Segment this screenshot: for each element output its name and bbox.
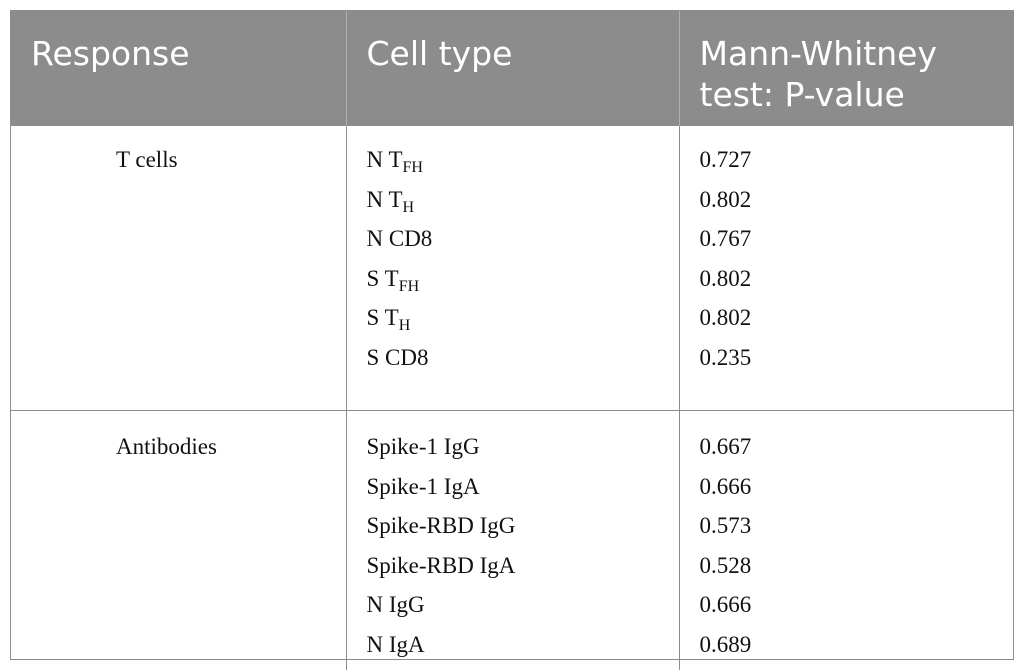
p-value: 0.667 [699, 434, 752, 459]
cell-type-item: Spike-1 IgG [347, 433, 679, 473]
group-row-t-cells: T cells N TFH N TH N CD8 S TFH S TH S CD… [11, 126, 1013, 411]
cell-type-text: Spike-1 IgG [366, 434, 480, 459]
cell-type-item: N CD8 [347, 225, 679, 265]
p-value: 0.727 [699, 147, 752, 172]
cell-type-subscript: H [402, 198, 415, 216]
cell-type-item: N IgG [347, 591, 679, 631]
p-value: 0.767 [699, 226, 752, 251]
p-value-list: 0.727 0.802 0.767 0.802 0.802 0.235 [678, 126, 1013, 411]
p-value-list: 0.667 0.666 0.573 0.528 0.666 0.689 [678, 410, 1013, 670]
cell-type-subscript: FH [402, 159, 423, 176]
cell-type-text: N T [366, 186, 403, 212]
cell-type-text: Spike-1 IgA [366, 473, 480, 499]
p-value: 0.235 [699, 344, 752, 370]
p-value: 0.573 [699, 513, 752, 538]
cell-type-item: S TH [347, 304, 679, 344]
cell-type-item: Spike-RBD IgA [347, 552, 679, 592]
p-value: 0.802 [699, 265, 752, 291]
cell-type-text: Spike-RBD IgA [366, 552, 516, 578]
results-table-container: Response Cell type Mann-Whitney test: P-… [10, 10, 1014, 670]
p-value: 0.802 [699, 186, 752, 212]
header-row: Response Cell type Mann-Whitney test: P-… [11, 11, 1013, 126]
cell-type-text: N IgG [366, 592, 425, 617]
p-value: 0.689 [699, 631, 752, 657]
response-cell: Antibodies [11, 410, 346, 670]
cell-type-item: S CD8 [347, 344, 679, 384]
cell-type-item: N TH [347, 186, 679, 226]
cell-type-item: S TFH [347, 265, 679, 305]
header-p-value: Mann-Whitney test: P-value [678, 11, 1013, 126]
cell-type-list: N TFH N TH N CD8 S TFH S TH S CD8 [345, 126, 679, 411]
header-cell-type: Cell type [345, 11, 679, 126]
cell-type-item: Spike-1 IgA [347, 473, 679, 513]
response-label: Antibodies [116, 434, 217, 459]
p-value: 0.528 [699, 552, 752, 578]
cell-type-item: N TFH [347, 146, 679, 186]
p-value: 0.802 [699, 305, 752, 330]
cell-type-text: S CD8 [366, 344, 429, 370]
group-row-antibodies: Antibodies Spike-1 IgG Spike-1 IgA Spike… [11, 410, 1013, 671]
cell-type-text: N CD8 [366, 226, 433, 251]
response-cell: T cells [11, 126, 346, 411]
results-table: Response Cell type Mann-Whitney test: P-… [11, 11, 1013, 670]
p-value: 0.666 [699, 473, 752, 499]
cell-type-list: Spike-1 IgG Spike-1 IgA Spike-RBD IgG Sp… [345, 410, 679, 671]
cell-type-text: N IgA [366, 631, 425, 657]
response-label: T cells [116, 147, 178, 172]
cell-type-item: N IgA [347, 631, 679, 671]
cell-type-text: Spike-RBD IgG [366, 513, 516, 538]
cell-type-text: S T [366, 265, 399, 291]
cell-type-subscript: FH [398, 277, 420, 295]
header-response: Response [11, 11, 346, 126]
cell-type-subscript: H [398, 317, 411, 334]
cell-type-text: S T [366, 305, 399, 330]
cell-type-text: N T [366, 147, 403, 172]
cell-type-item: Spike-RBD IgG [347, 512, 679, 552]
p-value: 0.666 [699, 592, 752, 617]
